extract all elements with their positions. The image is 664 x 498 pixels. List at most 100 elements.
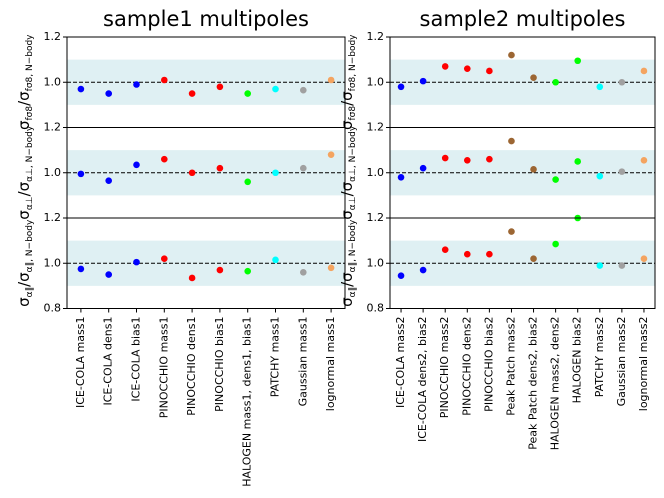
y-tick-label: 1.2 — [367, 30, 385, 43]
x-tick-label: HALOGEN bias2 — [571, 317, 584, 404]
point — [77, 265, 85, 273]
y-axis-label: σfσ8/σfσ8, N−body — [15, 34, 35, 130]
point — [300, 269, 307, 276]
y-axis-label: σα∥/σα∥, N−body — [15, 219, 35, 307]
y-label-sub: α∥, N−body — [25, 219, 35, 272]
point — [105, 177, 112, 184]
point — [640, 157, 648, 164]
y-label-sub: α⊥ — [348, 196, 358, 210]
point — [133, 81, 140, 88]
x-tick-label: Gaussian mass2 — [615, 317, 628, 407]
point — [441, 63, 449, 70]
panel-frame — [66, 217, 346, 309]
point — [272, 85, 279, 93]
point — [508, 137, 515, 145]
y-label-sub: fσ8, N−body — [25, 34, 35, 92]
y-label-part: σ — [15, 120, 33, 130]
y-tick-label: 1.0 — [44, 166, 62, 179]
point — [161, 255, 168, 263]
y-tick-label: 1.2 — [367, 121, 385, 134]
point — [188, 274, 196, 282]
x-tick-label: PINOCCHIO dens2 — [460, 316, 473, 415]
point — [552, 240, 559, 248]
point — [530, 166, 537, 173]
point — [486, 250, 493, 258]
point — [244, 267, 251, 275]
point — [216, 266, 224, 274]
x-tick-label: HALOGEN mass1, dens1, bias1 — [241, 317, 254, 487]
point — [327, 76, 335, 84]
point — [596, 172, 604, 180]
point — [486, 155, 493, 163]
point — [596, 262, 604, 269]
x-tick-label: HALOGEN mass2, dens2 — [549, 317, 562, 451]
point — [618, 262, 626, 269]
y-label-sub: α∥, N−body — [348, 219, 358, 272]
x-tick-label: lognormal mass1 — [324, 317, 337, 412]
y-label-part: /σ — [15, 181, 33, 196]
point — [161, 76, 168, 84]
point — [188, 169, 196, 177]
y-tick-label: 0.8 — [367, 302, 385, 315]
y-axis-label: σfσ8/σfσ8, N−body — [338, 34, 358, 130]
x-tick-label: Peak Patch dens2, bias2 — [527, 317, 540, 450]
y-label-part: σ — [15, 210, 33, 220]
point — [244, 178, 251, 186]
y-label-part: /σ — [338, 181, 356, 196]
point — [272, 169, 279, 177]
y-tick-label: 1.0 — [367, 166, 385, 179]
x-tick-label: PINOCCHIO dens1 — [185, 317, 198, 416]
y-label-sub: fσ8, N−body — [348, 34, 358, 92]
point — [463, 157, 471, 164]
y-label-part: /σ — [15, 91, 33, 106]
point — [397, 272, 405, 279]
y-label-sub: α⊥, N−body — [25, 125, 35, 182]
y-label-part: σ — [338, 210, 356, 220]
point — [300, 164, 307, 172]
y-tick-label: 1.0 — [367, 75, 385, 88]
point — [486, 67, 493, 75]
point — [640, 67, 648, 75]
point — [574, 158, 582, 165]
point — [105, 271, 112, 278]
y-label-part: /σ — [15, 272, 33, 287]
point — [161, 155, 168, 163]
point — [618, 168, 626, 175]
y-tick-label: 1.0 — [44, 75, 62, 88]
point — [463, 250, 471, 258]
point — [397, 173, 405, 181]
y-label-part: σ — [15, 297, 33, 307]
point — [419, 77, 427, 85]
point — [552, 78, 559, 86]
y-axis-label: σα⊥/σα⊥, N−body — [338, 125, 358, 220]
point — [77, 85, 85, 93]
y-tick-label: 1.2 — [44, 30, 62, 43]
point — [188, 90, 196, 97]
y-label-sub: fσ8 — [348, 106, 358, 121]
x-tick-label: PINOCCHIO mass2 — [438, 317, 451, 419]
point — [596, 83, 604, 91]
point — [419, 164, 427, 172]
y-tick-label: 1.2 — [44, 121, 62, 134]
y-tick-label: 1.0 — [44, 256, 62, 269]
panel-frame — [389, 217, 656, 309]
point — [216, 164, 224, 172]
y-label-part: /σ — [338, 91, 356, 106]
point — [272, 256, 279, 264]
y-tick-label: 1.2 — [44, 211, 62, 224]
point — [441, 154, 449, 162]
y-axis-label: σα⊥/σα⊥, N−body — [15, 125, 35, 220]
point — [508, 51, 515, 59]
point — [530, 255, 537, 263]
point — [133, 161, 140, 169]
point — [133, 258, 140, 266]
point — [508, 228, 515, 235]
y-label-sub: α⊥, N−body — [348, 125, 358, 182]
y-label-sub: α⊥ — [25, 196, 35, 210]
x-tick-label: lognormal mass2 — [637, 317, 650, 412]
y-tick-label: 0.8 — [44, 302, 62, 315]
point — [244, 90, 251, 97]
x-tick-label: ICE-COLA bias1 — [130, 317, 143, 402]
point — [327, 151, 335, 158]
x-tick-label: ICE-COLA dens2, bias2 — [416, 317, 429, 443]
